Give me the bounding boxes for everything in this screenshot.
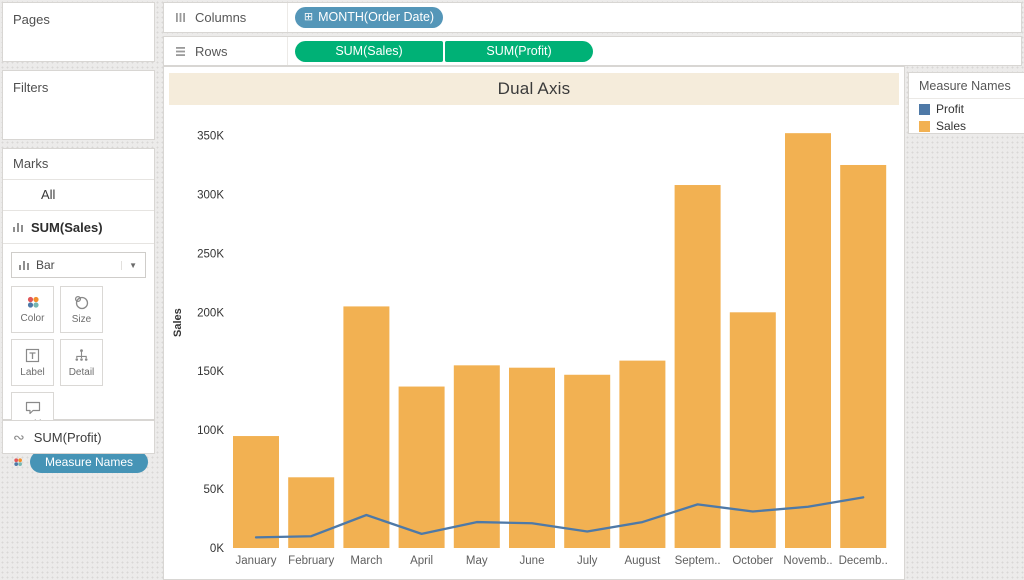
filters-shelf[interactable]: Filters — [2, 70, 155, 140]
bar-chart-icon — [19, 261, 29, 270]
profit-line[interactable] — [254, 496, 865, 539]
bar-december[interactable] — [840, 164, 887, 549]
pages-label: Pages — [13, 12, 50, 27]
y-tick-300K: 300K — [197, 189, 224, 201]
marks-card: Marks All SUM(Sales) Bar ▼ Color S — [2, 148, 155, 473]
marks-sum-sales-label: SUM(Sales) — [31, 219, 103, 235]
bar-june[interactable] — [509, 367, 555, 548]
x-tick-january: January — [236, 555, 277, 567]
measure-names-shelf-row: Measure Names — [3, 439, 154, 473]
pill-sum-sales-label: SUM(Sales) — [335, 43, 403, 58]
chevron-down-icon: ▼ — [121, 260, 139, 270]
pill-sum-sales[interactable]: SUM(Sales) — [295, 40, 443, 62]
marks-tab-all[interactable]: All — [3, 180, 154, 211]
detail-tree-icon — [75, 348, 88, 361]
filters-label: Filters — [13, 80, 49, 95]
y-tick-150K: 150K — [197, 366, 224, 378]
bar-september[interactable] — [674, 185, 721, 548]
x-tick-july: July — [577, 555, 598, 567]
bar-october[interactable] — [729, 312, 776, 548]
chart-title: Dual Axis — [169, 73, 899, 105]
y-axis-title: Sales — [172, 308, 184, 337]
columns-icon — [176, 13, 185, 22]
size-button-label: Size — [71, 313, 92, 325]
bar-august[interactable] — [619, 360, 666, 548]
rows-label-text: Rows — [195, 43, 228, 59]
bar-november[interactable] — [785, 133, 831, 548]
sales-swatch — [919, 120, 930, 132]
color-dots-icon — [14, 458, 22, 466]
pages-shelf[interactable]: Pages — [2, 2, 155, 62]
rows-icon — [176, 46, 185, 56]
marks-button-grid: Color Size Label Detail — [3, 284, 154, 439]
legend-title: Measure Names — [909, 73, 1024, 99]
bar-chart-icon — [13, 223, 23, 232]
chart-view: Dual Axis 0K 50K 100K 150K 200K 250K 300K 350K S… — [163, 66, 905, 580]
measure-names-pill[interactable]: Measure Names — [29, 451, 148, 473]
label-t-icon — [25, 348, 40, 362]
legend-item-profit[interactable]: Profit — [909, 99, 1024, 116]
y-tick-100K: 100K — [197, 425, 224, 437]
pill-month-order-date-label: MONTH(Order Date) — [318, 10, 435, 24]
y-tick-250K: 250K — [197, 248, 224, 260]
x-tick-december: Decemb.. — [839, 555, 888, 567]
x-tick-february: February — [288, 555, 334, 567]
legend-profit-label: Profit — [936, 102, 965, 116]
marks-all-label: All — [41, 187, 56, 202]
x-tick-march: March — [350, 555, 382, 567]
y-tick-0K: 0K — [210, 543, 224, 555]
x-tick-november: Novemb.. — [783, 555, 832, 567]
x-tick-may: May — [466, 555, 488, 567]
size-button[interactable]: Size — [60, 286, 103, 333]
measure-names-legend[interactable]: Measure Names Profit Sales — [908, 72, 1024, 134]
tooltip-bubble-icon — [25, 401, 40, 415]
x-tick-september: Septem.. — [675, 555, 721, 567]
x-tick-august: August — [624, 555, 661, 567]
y-tick-50K: 50K — [204, 484, 225, 496]
bar-march[interactable] — [343, 306, 390, 548]
legend-sales-label: Sales — [936, 119, 967, 133]
chart-svg[interactable]: 0K 50K 100K 150K 200K 250K 300K 350K Sales Januar… — [164, 67, 904, 579]
bar-january[interactable] — [233, 436, 279, 548]
rows-pill-zone[interactable]: SUM(Sales) SUM(Profit) — [287, 37, 1021, 65]
rows-shelf: Rows SUM(Sales) SUM(Profit) — [163, 36, 1022, 66]
size-circles-icon — [74, 295, 89, 309]
x-tick-october: October — [732, 555, 773, 567]
color-button-label: Color — [20, 313, 45, 324]
x-tick-june: June — [520, 555, 545, 567]
columns-shelf: Columns ⊞ MONTH(Order Date) — [163, 2, 1022, 33]
pill-sum-profit-label: SUM(Profit) — [486, 43, 552, 58]
bar-may[interactable] — [453, 365, 500, 548]
sum-profit-label: SUM(Profit) — [33, 429, 102, 445]
color-dots-icon — [27, 296, 39, 308]
detail-button[interactable]: Detail — [60, 339, 103, 386]
label-button-label: Label — [20, 366, 45, 378]
label-button[interactable]: Label — [11, 339, 54, 386]
pill-month-order-date[interactable]: ⊞ MONTH(Order Date) — [295, 7, 443, 28]
columns-pill-zone[interactable]: ⊞ MONTH(Order Date) — [287, 3, 1021, 32]
rows-shelf-label: Rows — [164, 44, 287, 59]
profit-swatch — [919, 103, 930, 115]
bar-july[interactable] — [564, 374, 611, 548]
line-mark-icon: ∾ — [13, 428, 25, 445]
color-button[interactable]: Color — [11, 286, 54, 333]
sum-profit-marks-card[interactable]: ∾ SUM(Profit) — [2, 420, 155, 454]
marks-title: Marks — [3, 149, 154, 180]
mark-type-dropdown[interactable]: Bar ▼ — [11, 252, 146, 278]
y-tick-200K: 200K — [197, 307, 224, 319]
marks-tab-sum-sales[interactable]: SUM(Sales) — [3, 211, 154, 244]
columns-label-text: Columns — [195, 10, 247, 25]
date-hierarchy-icon[interactable]: ⊞ — [303, 11, 314, 23]
detail-button-label: Detail — [68, 366, 95, 378]
pill-sum-profit[interactable]: SUM(Profit) — [445, 40, 593, 62]
columns-shelf-label: Columns — [164, 10, 287, 25]
legend-item-sales[interactable]: Sales — [909, 116, 1024, 133]
y-tick-350K: 350K — [197, 131, 224, 143]
x-tick-april: April — [410, 555, 433, 567]
mark-type-value: Bar — [36, 258, 55, 272]
bar-april[interactable] — [398, 386, 445, 548]
